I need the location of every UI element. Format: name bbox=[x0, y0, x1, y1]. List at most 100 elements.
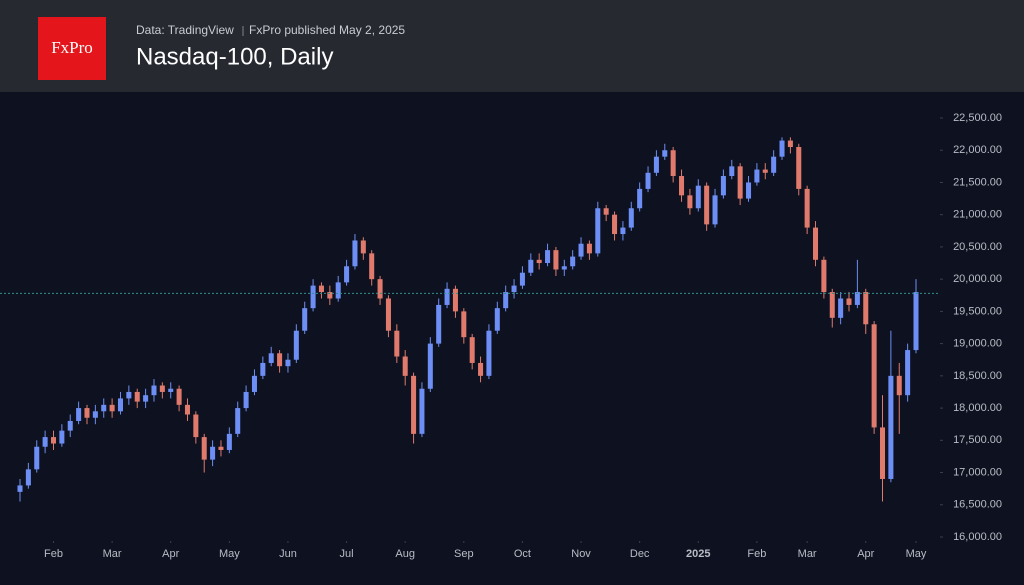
candle-body bbox=[134, 391, 140, 402]
candle-body bbox=[452, 288, 458, 312]
y-tick-label: 19,000.00 bbox=[953, 338, 1002, 350]
x-tick-label: Apr bbox=[162, 548, 179, 560]
candle-body bbox=[184, 404, 190, 415]
candle-body bbox=[821, 259, 827, 293]
candle-body bbox=[151, 385, 157, 396]
candle-body bbox=[394, 330, 400, 357]
candle-body bbox=[478, 362, 484, 376]
candle-body bbox=[620, 227, 626, 235]
y-tick-label: 16,500.00 bbox=[953, 499, 1002, 511]
candle-body bbox=[461, 311, 467, 338]
publisher-text: FxPro published May 2, 2025 bbox=[249, 23, 405, 37]
candle-body bbox=[327, 292, 333, 299]
candle-body bbox=[226, 433, 232, 450]
candle-body bbox=[92, 411, 98, 418]
candle-body bbox=[385, 298, 391, 331]
candle-body bbox=[50, 437, 57, 444]
chart-title: Nasdaq-100, Daily bbox=[136, 43, 333, 70]
candle-body bbox=[804, 188, 810, 228]
candle-body bbox=[101, 404, 107, 412]
x-tick-label: Mar bbox=[798, 548, 817, 560]
y-tick-label: 18,000.00 bbox=[953, 402, 1002, 414]
candle-body bbox=[888, 375, 894, 479]
candle-body bbox=[787, 140, 793, 148]
candle-body bbox=[553, 250, 559, 270]
candle-body bbox=[310, 285, 316, 309]
candle-body bbox=[528, 259, 534, 273]
x-tick-label: Nov bbox=[571, 548, 591, 560]
candle-body bbox=[201, 437, 207, 460]
candle-body bbox=[117, 398, 123, 412]
candle-body bbox=[746, 182, 752, 199]
candle-body bbox=[570, 256, 576, 267]
candle-body bbox=[486, 330, 492, 376]
candle-body bbox=[210, 446, 216, 460]
candle-body bbox=[251, 375, 257, 392]
candle-body bbox=[846, 298, 852, 305]
candle-body bbox=[302, 308, 308, 331]
candle-body bbox=[444, 288, 450, 305]
candle-body bbox=[720, 176, 726, 196]
y-tick-label: 17,000.00 bbox=[953, 466, 1002, 478]
candle-body bbox=[905, 350, 911, 396]
candle-body bbox=[670, 150, 676, 177]
candle-body bbox=[277, 353, 283, 367]
candle-body bbox=[235, 408, 241, 434]
candle-body bbox=[645, 172, 651, 189]
candle-body bbox=[586, 243, 592, 254]
candle-body bbox=[519, 272, 525, 286]
candle-body bbox=[59, 430, 65, 444]
candle-body bbox=[419, 388, 425, 434]
candle-body bbox=[771, 156, 777, 173]
candle-body bbox=[511, 285, 517, 293]
candle-body bbox=[545, 250, 551, 264]
candle-body bbox=[813, 227, 819, 260]
y-tick-label: 22,000.00 bbox=[953, 144, 1002, 156]
logo-text: FxPro bbox=[51, 38, 93, 57]
candle-body bbox=[578, 243, 584, 257]
candle-body bbox=[352, 240, 358, 267]
candle-body bbox=[293, 330, 299, 360]
candle-body bbox=[729, 166, 735, 177]
candle-body bbox=[243, 391, 249, 409]
candle-body bbox=[503, 292, 509, 309]
candle-body bbox=[360, 240, 366, 254]
x-tick-label: May bbox=[906, 548, 927, 560]
x-tick-label: Sep bbox=[454, 548, 474, 560]
x-tick-label: Apr bbox=[857, 548, 874, 560]
candle-body bbox=[796, 147, 802, 189]
x-tick-label: Dec bbox=[630, 548, 650, 560]
y-tick-label: 17,500.00 bbox=[953, 434, 1002, 446]
candle-body bbox=[168, 388, 174, 392]
logo-box bbox=[38, 17, 106, 80]
y-tick-label: 20,500.00 bbox=[953, 241, 1002, 253]
candle-body bbox=[411, 375, 417, 434]
candle-body bbox=[268, 353, 274, 363]
candle-body bbox=[469, 337, 475, 363]
candle-body bbox=[737, 166, 743, 199]
candle-body bbox=[679, 176, 685, 196]
y-tick-label: 19,500.00 bbox=[953, 305, 1002, 317]
candle-body bbox=[109, 404, 115, 412]
candle-body bbox=[595, 208, 601, 254]
candle-body bbox=[863, 292, 869, 325]
x-tick-label: Feb bbox=[747, 548, 766, 560]
candle-body bbox=[754, 169, 760, 183]
candle-body bbox=[612, 214, 618, 235]
candle-body bbox=[193, 414, 199, 438]
candle-body bbox=[494, 308, 500, 331]
candle-body bbox=[896, 375, 902, 396]
x-tick-label: Jul bbox=[340, 548, 354, 560]
candle-body bbox=[695, 185, 701, 209]
candle-body bbox=[285, 359, 291, 367]
x-tick-label: 2025 bbox=[686, 548, 710, 560]
candle-body bbox=[42, 437, 48, 447]
candle-body bbox=[17, 485, 23, 492]
candle-body bbox=[427, 343, 433, 389]
candle-body bbox=[335, 282, 341, 299]
candle-body bbox=[871, 324, 877, 428]
candle-body bbox=[34, 446, 40, 470]
x-tick-label: Jun bbox=[279, 548, 297, 560]
